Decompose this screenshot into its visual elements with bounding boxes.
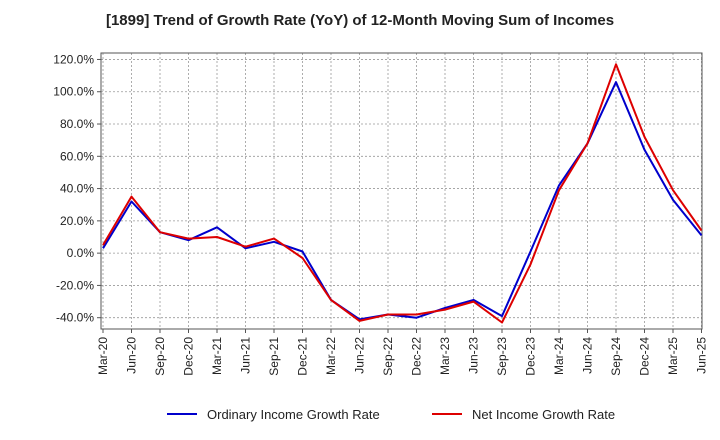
x-tick-label: Sep-20 <box>153 337 167 376</box>
series-line-net-income <box>102 63 703 324</box>
x-tick-label: Jun-24 <box>581 337 595 374</box>
x-axis: Mar-20 Jun-20 Sep-20 Dec-20 Mar-21 Jun-21 Sep-… <box>96 329 709 376</box>
x-tick-label: Sep-22 <box>381 337 395 376</box>
y-tick-label: 0.0% <box>67 246 95 260</box>
y-tick-label: 120.0% <box>53 52 94 66</box>
legend-label: Ordinary Income Growth Rate <box>207 407 380 422</box>
plot-area <box>101 53 702 329</box>
x-tick-label: Dec-23 <box>524 337 538 376</box>
x-tick-label: Dec-22 <box>410 337 424 376</box>
y-tick-label: 80.0% <box>60 117 94 131</box>
x-tick-label: Mar-23 <box>438 337 452 375</box>
y-tick-label: 60.0% <box>60 149 94 163</box>
y-tick-label: 20.0% <box>60 214 94 228</box>
x-tick-label: Dec-21 <box>296 337 310 376</box>
chart-title: [1899] Trend of Growth Rate (YoY) of 12-… <box>105 12 615 29</box>
y-tick-label: -40.0% <box>56 311 94 325</box>
y-tick-label: 40.0% <box>60 182 94 196</box>
x-tick-label: Jun-23 <box>467 337 481 374</box>
x-tick-label: Mar-20 <box>96 337 110 375</box>
x-tick-label: Sep-21 <box>267 337 281 376</box>
y-axis: 120.0% 100.0% 80.0% 60.0% 40.0% 20.0% 0.0% -20.… <box>53 52 101 325</box>
series-line-ordinary-income <box>102 81 703 321</box>
legend-label: Net Income Growth Rate <box>472 407 615 422</box>
x-tick-label: Jun-25 <box>695 337 709 374</box>
y-tick-label: -20.0% <box>56 278 94 292</box>
y-tick-label: 100.0% <box>53 85 94 99</box>
grid-layer <box>101 53 702 329</box>
x-tick-label: Mar-25 <box>666 337 680 375</box>
x-tick-label: Jun-20 <box>125 337 139 374</box>
x-tick-label: Sep-24 <box>609 337 623 376</box>
x-tick-label: Dec-24 <box>638 337 652 376</box>
x-tick-label: Mar-22 <box>324 337 338 375</box>
plot-border <box>100 52 703 330</box>
series-layer <box>102 63 703 324</box>
x-tick-label: Jun-21 <box>239 337 253 374</box>
x-tick-label: Mar-24 <box>552 337 566 375</box>
x-tick-label: Dec-20 <box>182 337 196 376</box>
legend: Ordinary Income Growth Rate Net Income Gr… <box>167 407 615 422</box>
x-tick-label: Mar-21 <box>210 337 224 375</box>
x-tick-label: Sep-23 <box>495 337 509 376</box>
x-tick-label: Jun-22 <box>353 337 367 374</box>
